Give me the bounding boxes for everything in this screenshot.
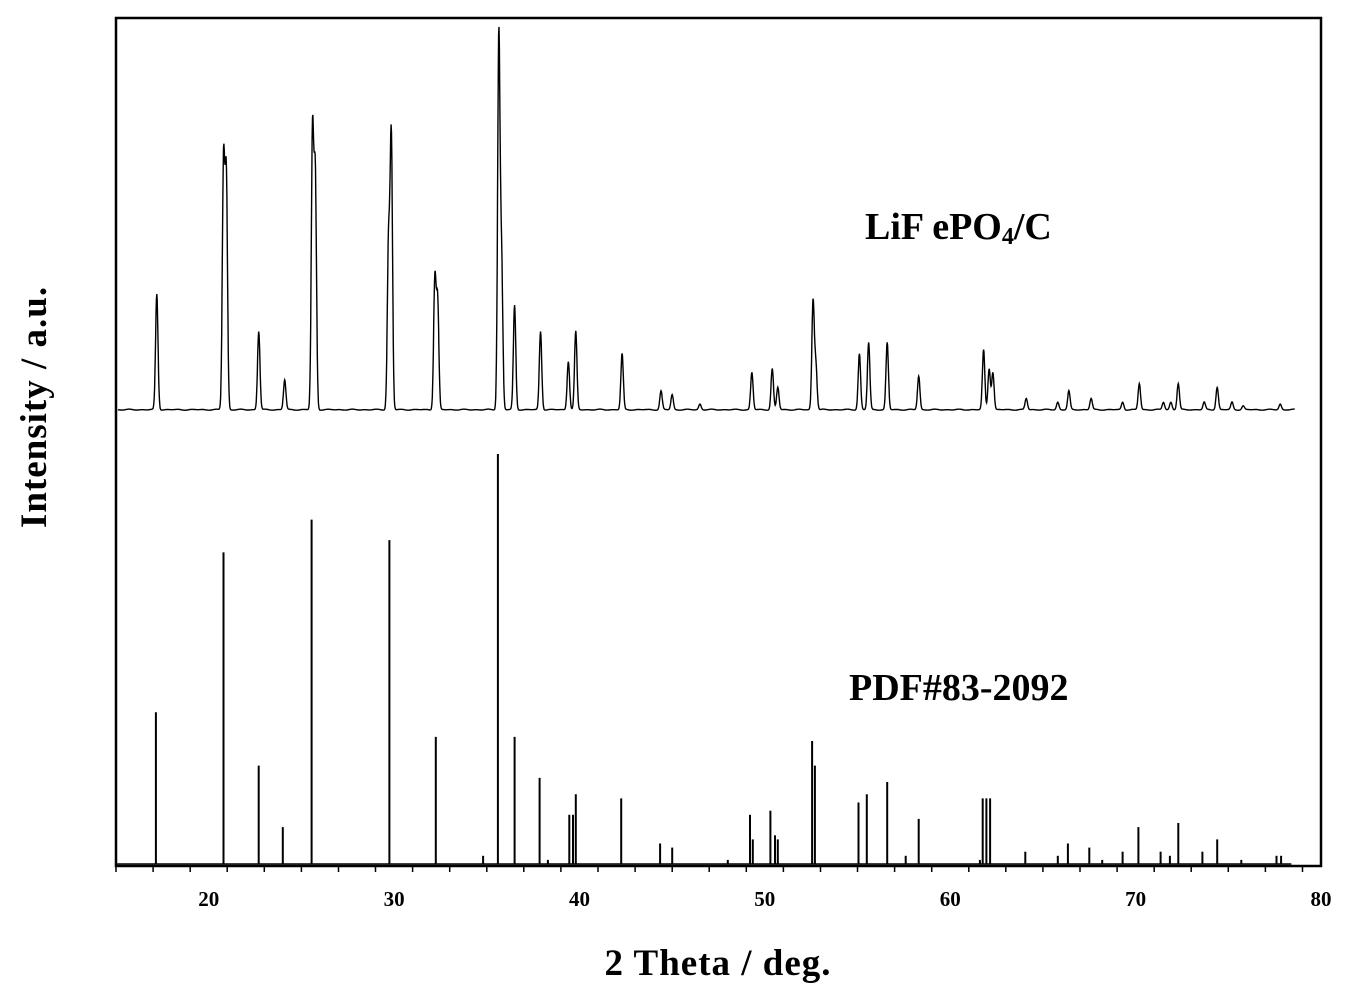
x-tick-label: 50 bbox=[754, 887, 775, 911]
x-tick-label: 80 bbox=[1311, 887, 1332, 911]
x-ticks bbox=[115, 866, 1304, 872]
series-label-lifepo4: LiF ePO4/C bbox=[865, 206, 1052, 250]
series-label-lifepo4-part-2: /C bbox=[1013, 206, 1052, 248]
plot-frame bbox=[114, 16, 1323, 868]
x-tick-label: 60 bbox=[940, 887, 961, 911]
x-axis-title: 2 Theta / deg. bbox=[604, 943, 831, 984]
x-tick-labels: 20 30 40 50 60 70 80 bbox=[198, 887, 1331, 911]
x-tick-label: 30 bbox=[384, 887, 405, 911]
stick-pattern bbox=[116, 454, 1292, 865]
x-tick-label: 40 bbox=[569, 887, 590, 911]
y-axis-title: Intensity / a.u. bbox=[14, 286, 55, 528]
x-tick-label: 20 bbox=[198, 887, 219, 911]
x-tick-label: 70 bbox=[1125, 887, 1146, 911]
series-line-lifepo4 bbox=[117, 26, 1295, 412]
series-label-lifepo4-part-1: LiF ePO bbox=[865, 206, 1002, 248]
series-label-lifepo4-subscript: 4 bbox=[1002, 224, 1014, 250]
series-label-pdf: PDF#83-2092 bbox=[849, 667, 1069, 709]
series-lines bbox=[117, 26, 1295, 412]
